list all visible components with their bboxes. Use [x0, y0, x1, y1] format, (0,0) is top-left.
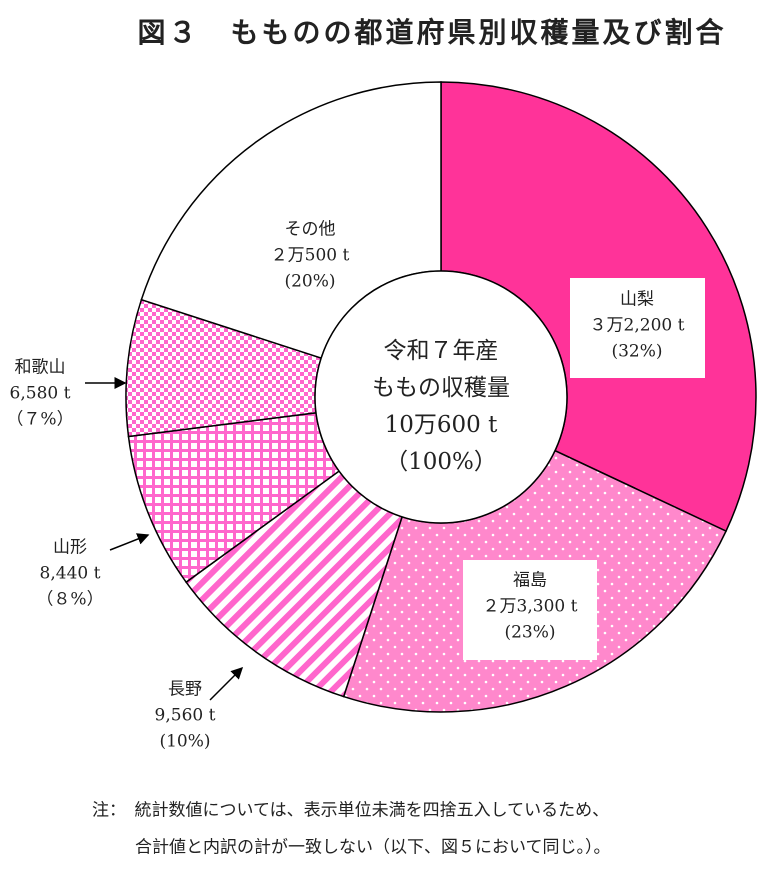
- value-label: （７%）: [6, 410, 73, 430]
- amount-label: ２万500 t: [271, 246, 350, 266]
- amount-label: 6,580 t: [10, 384, 71, 404]
- chart-title: 図３ もものの都道府県別収穫量及び割合: [137, 16, 726, 49]
- category-label: 福島: [513, 571, 547, 591]
- value-label: （８%）: [36, 590, 103, 610]
- center-label: 10万600 t: [385, 412, 498, 438]
- category-label: 山形: [53, 538, 87, 558]
- center-label: （100%）: [385, 449, 497, 475]
- category-label: 長野: [168, 680, 202, 700]
- label-box: [463, 560, 597, 660]
- label-box: [570, 278, 705, 378]
- value-label: (23%): [504, 623, 555, 643]
- category-label: 山梨: [620, 290, 654, 310]
- value-label: (20%): [284, 272, 335, 292]
- center-circle: [314, 270, 568, 524]
- note: 合計値と内訳の計が一致しない（以下、図５において同じ。）。: [135, 838, 611, 858]
- category-label: 和歌山: [15, 358, 66, 378]
- amount-label: ３万2,200 t: [590, 316, 685, 336]
- amount-label: 8,440 t: [40, 564, 101, 584]
- leader-arrow: [209, 666, 244, 701]
- note: 注： 統計数値については、表示単位未満を四捨五入しているため、: [92, 801, 609, 821]
- amount-label: 9,560 t: [155, 706, 216, 726]
- amount-label: ２万3,300 t: [483, 597, 578, 617]
- value-label: (32%): [611, 342, 662, 362]
- center-label: ももの収穫量: [372, 375, 510, 401]
- category-label: その他: [285, 220, 336, 240]
- center-label: 令和７年産: [384, 338, 499, 364]
- leader-arrow: [109, 533, 150, 551]
- value-label: (10%): [159, 732, 210, 752]
